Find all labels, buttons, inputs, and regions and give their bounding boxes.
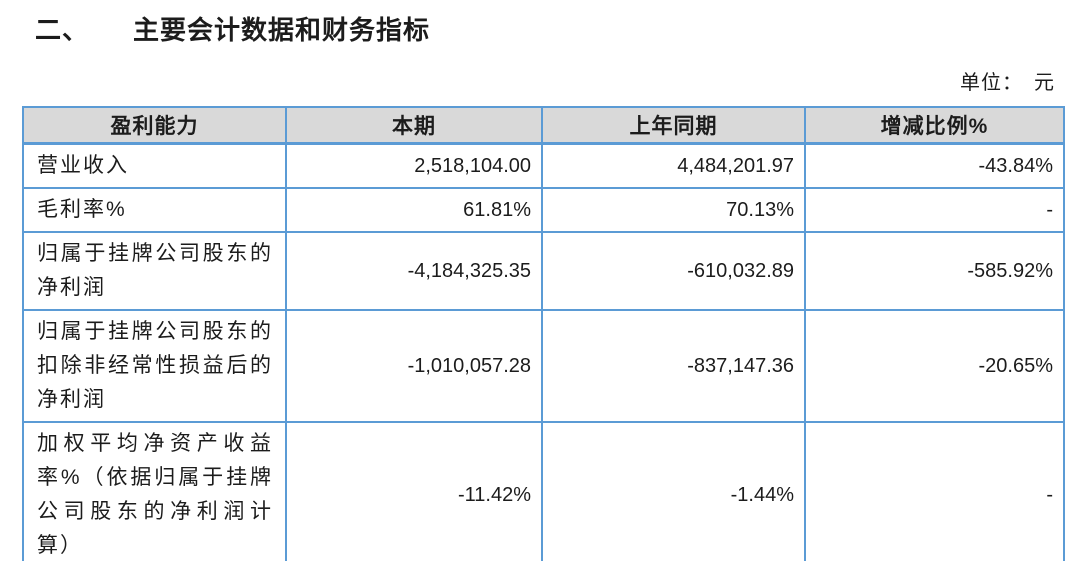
change-ratio-value: - bbox=[804, 187, 1065, 234]
prior-period-value: -610,032.89 bbox=[541, 231, 806, 312]
financial-indicators-table: 盈利能力 本期 上年同期 增减比例% 营业收入 2,518,104.00 4,4… bbox=[22, 105, 1065, 561]
table-header-row: 盈利能力 本期 上年同期 增减比例% bbox=[22, 105, 1065, 145]
unit-label: 单位： 元 bbox=[960, 71, 1055, 94]
change-ratio-value: -43.84% bbox=[804, 142, 1065, 190]
table-row-net-profit-attributable: 归属于挂牌公司股东的净利润 -4,184,325.35 -610,032.89 … bbox=[22, 231, 1065, 312]
table-row-operating-revenue: 营业收入 2,518,104.00 4,484,201.97 -43.84% bbox=[22, 142, 1065, 190]
col-header-prior-period: 上年同期 bbox=[541, 105, 806, 145]
row-label: 毛利率% bbox=[22, 187, 287, 234]
change-ratio-value: -20.65% bbox=[804, 309, 1065, 424]
col-header-current-period: 本期 bbox=[285, 105, 543, 145]
prior-period-value: 70.13% bbox=[541, 187, 806, 234]
change-ratio-value: -585.92% bbox=[804, 231, 1065, 312]
table-row-net-profit-excl-nonrecurring: 归属于挂牌公司股东的扣除非经常性损益后的净利润 -1,010,057.28 -8… bbox=[22, 309, 1065, 424]
section-title: 二、 主要会计数据和财务指标 bbox=[35, 0, 1080, 47]
current-period-value: -1,010,057.28 bbox=[285, 309, 543, 424]
table-row-gross-margin: 毛利率% 61.81% 70.13% - bbox=[22, 187, 1065, 234]
row-label: 归属于挂牌公司股东的净利润 bbox=[22, 231, 287, 312]
section-number: 二、 bbox=[35, 15, 90, 45]
row-label: 加权平均净资产收益率%（依据归属于挂牌公司股东的净利润计算） bbox=[22, 421, 287, 561]
row-label: 归属于挂牌公司股东的扣除非经常性损益后的净利润 bbox=[22, 309, 287, 424]
row-label: 营业收入 bbox=[22, 142, 287, 190]
col-header-change-ratio: 增减比例% bbox=[804, 105, 1065, 145]
current-period-value: -11.42% bbox=[285, 421, 543, 561]
prior-period-value: -837,147.36 bbox=[541, 309, 806, 424]
current-period-value: 2,518,104.00 bbox=[285, 142, 543, 190]
prior-period-value: 4,484,201.97 bbox=[541, 142, 806, 190]
prior-period-value: -1.44% bbox=[541, 421, 806, 561]
change-ratio-value: - bbox=[804, 421, 1065, 561]
current-period-value: -4,184,325.35 bbox=[285, 231, 543, 312]
section-title-text: 主要会计数据和财务指标 bbox=[133, 15, 431, 45]
col-header-profitability: 盈利能力 bbox=[22, 105, 287, 145]
table-row-weighted-avg-roe-net-profit: 加权平均净资产收益率%（依据归属于挂牌公司股东的净利润计算） -11.42% -… bbox=[22, 421, 1065, 561]
current-period-value: 61.81% bbox=[285, 187, 543, 234]
